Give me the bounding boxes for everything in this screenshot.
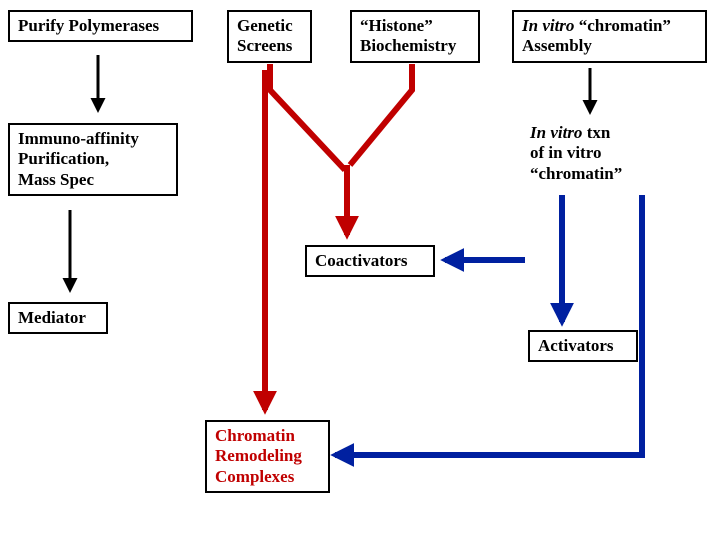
node-activators: Activators (528, 330, 638, 362)
invitro-txn-post1: txn (582, 123, 610, 142)
immuno-line2: Purification, (18, 149, 109, 168)
chromatin-line1: Chromatin (215, 426, 295, 445)
histone-line1: “Histone” (360, 16, 433, 35)
arrow-histone-down (350, 64, 412, 165)
immuno-line1: Immuno-affinity (18, 129, 139, 148)
mediator-text: Mediator (18, 308, 86, 327)
node-invitro-txn: In vitro txn of in vitro “chromatin” (530, 123, 622, 184)
immuno-line3: Mass Spec (18, 170, 94, 189)
invitro-txn-pre1: In vitro (530, 123, 582, 142)
chromatin-line2: Remodeling (215, 446, 302, 465)
invitro-chromatin-post: “chromatin” (574, 16, 671, 35)
node-chromatin-remodeling: Chromatin Remodeling Complexes (205, 420, 330, 493)
activators-text: Activators (538, 336, 614, 355)
arrow-txn-to-chromatin-remodel (335, 195, 642, 455)
arrow-genetic-down (270, 64, 345, 170)
purify-polymerases-text: Purify Polymerases (18, 16, 159, 35)
node-histone-biochem: “Histone” Biochemistry (350, 10, 480, 63)
node-coactivators: Coactivators (305, 245, 435, 277)
node-mediator: Mediator (8, 302, 108, 334)
node-purify-polymerases: Purify Polymerases (8, 10, 193, 42)
invitro-chromatin-line2: Assembly (522, 36, 592, 55)
node-immuno-affinity: Immuno-affinity Purification, Mass Spec (8, 123, 178, 196)
genetic-screens-line1: Genetic (237, 16, 293, 35)
invitro-chromatin-pre: In vitro (522, 16, 574, 35)
node-invitro-chromatin-assembly: In vitro “chromatin” Assembly (512, 10, 707, 63)
chromatin-line3: Complexes (215, 467, 294, 486)
invitro-txn-line2: of in vitro (530, 143, 601, 162)
invitro-txn-line3: “chromatin” (530, 164, 622, 183)
genetic-screens-line2: Screens (237, 36, 292, 55)
node-genetic-screens: Genetic Screens (227, 10, 312, 63)
histone-line2: Biochemistry (360, 36, 456, 55)
coactivators-text: Coactivators (315, 251, 408, 270)
